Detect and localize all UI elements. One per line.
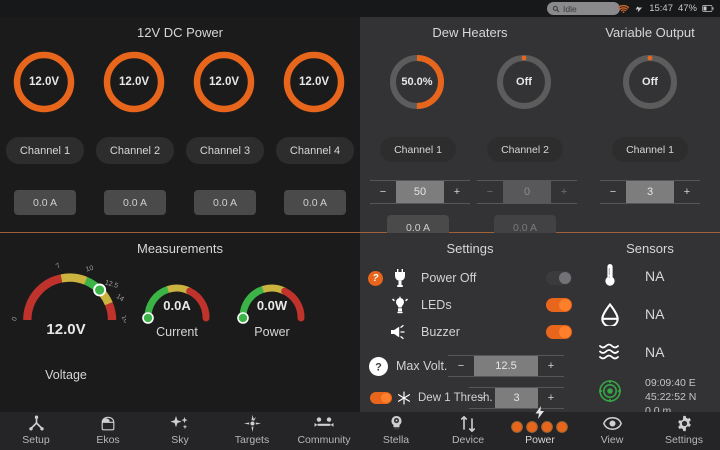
svg-text:7: 7 <box>55 262 62 270</box>
svg-text:14: 14 <box>115 293 125 303</box>
svg-text:12.5: 12.5 <box>104 279 119 289</box>
svg-text:10: 10 <box>85 265 94 274</box>
svg-text:?: ? <box>375 361 382 373</box>
